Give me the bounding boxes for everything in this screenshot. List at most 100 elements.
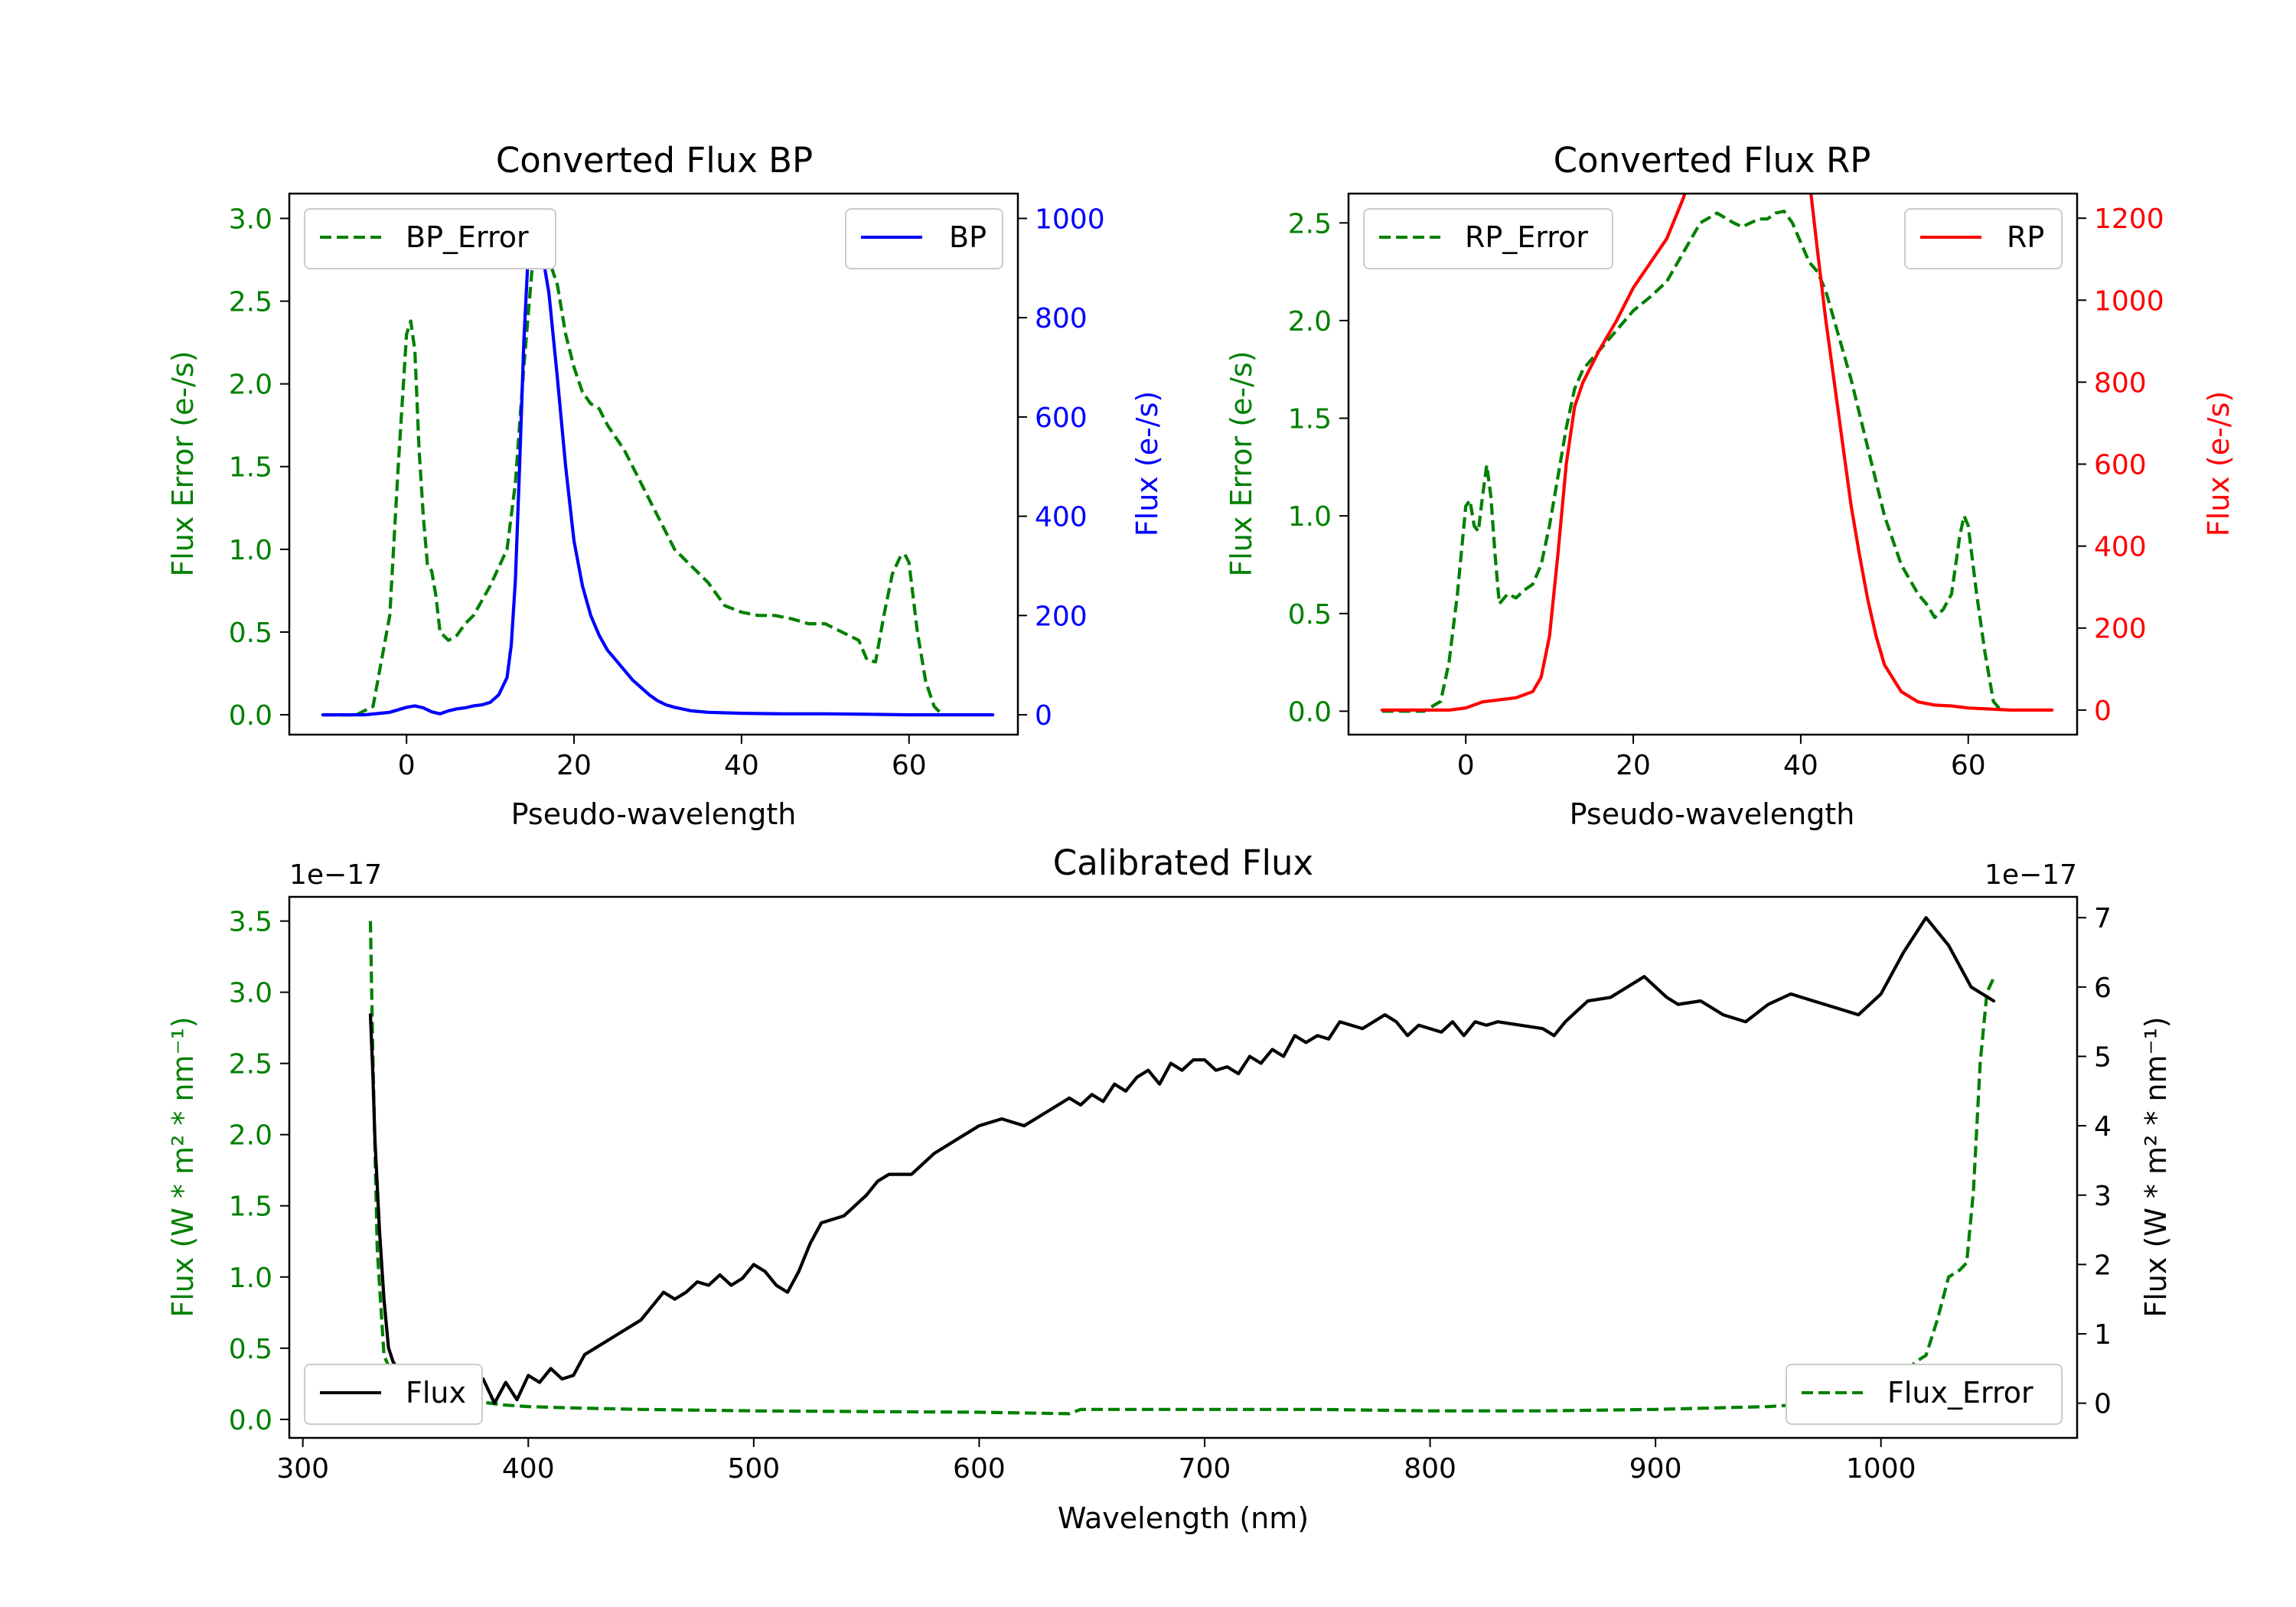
rp-x-axis-label: Pseudo-wavelength [1570, 797, 1855, 831]
rp-series-layer [1380, 194, 2054, 713]
bp-left-axis-label: Flux Error (e-/s) [166, 350, 200, 576]
bp-legend-flux-label: BP [949, 220, 987, 254]
cal-left-tick-label: 0.5 [229, 1334, 272, 1365]
rp-right-tick-label: 400 [2094, 532, 2147, 563]
rp-x-tick-label: 0 [1457, 750, 1475, 781]
cal-x-tick-label: 900 [1629, 1453, 1682, 1485]
cal-series-flux-line [368, 916, 1996, 1405]
rp-left-axis-label: Flux Error (e-/s) [1225, 350, 1258, 576]
bp-right-axis-label: Flux (e-/s) [1130, 391, 1164, 536]
rp-legend-error: RP_Error [1363, 208, 1613, 269]
panel-rp: Converted Flux RP 0 20 40 60 0.0 0.5 1.0 1.5 2.0… [1225, 140, 2236, 831]
rp-left-tick-label: 0.0 [1288, 696, 1332, 728]
bp-legend-flux: BP [845, 208, 1003, 269]
bp-x-axis-label: Pseudo-wavelength [511, 797, 797, 831]
rp-right-tick-label: 200 [2094, 614, 2147, 645]
cal-left-tick-label: 2.5 [229, 1049, 272, 1081]
cal-series-flux-error-line [368, 921, 1995, 1416]
bp-right-tick-label: 800 [1035, 303, 1088, 334]
rp-left-tick-label: 1.5 [1288, 404, 1332, 435]
bp-series-layer [321, 214, 995, 717]
bp-x-tick-label: 20 [556, 750, 592, 781]
rp-right-axis-label: Flux (e-/s) [2202, 391, 2236, 536]
rp-left-tick-label: 2.0 [1288, 306, 1332, 337]
rp-left-tick-label: 0.5 [1288, 599, 1332, 631]
cal-right-tick-label: 2 [2094, 1250, 2112, 1281]
cal-left-tick-label: 0.0 [229, 1405, 272, 1436]
cal-left-tick-label: 3.0 [229, 978, 272, 1009]
bp-left-tick-label: 0.0 [229, 700, 272, 732]
cal-x-axis-label: Wavelength (nm) [1058, 1501, 1309, 1535]
cal-right-tick-label: 7 [2094, 903, 2112, 934]
bp-legend-error: BP_Error [304, 208, 556, 269]
cal-x-tick-label: 600 [953, 1453, 1006, 1485]
rp-right-tick-label: 1200 [2094, 204, 2164, 235]
rp-series-rp-line [1380, 194, 2054, 712]
cal-legend-error-box [1786, 1364, 2063, 1425]
bp-x-tick-label: 60 [892, 750, 927, 781]
cal-left-axis-label: Flux (W * m² * nm⁻¹) [166, 1016, 200, 1317]
bp-series-bp-line [321, 214, 995, 717]
bp-title: Converted Flux BP [496, 140, 813, 181]
bp-legend-error-label: BP_Error [406, 220, 529, 254]
rp-x-tick-label: 20 [1616, 750, 1651, 781]
rp-title: Converted Flux RP [1554, 140, 1871, 181]
rp-legend-error-label: RP_Error [1465, 220, 1588, 254]
bp-left-tick-label: 1.5 [229, 452, 272, 484]
rp-legend-flux-box [1904, 208, 2063, 269]
cal-left-offset-label: 1e−17 [289, 859, 382, 891]
cal-legend-error: Flux_Error [1786, 1364, 2063, 1425]
cal-left-tick-label: 3.5 [229, 907, 272, 938]
cal-x-tick-label: 300 [276, 1453, 329, 1485]
bp-right-tick-label: 200 [1035, 601, 1088, 632]
cal-right-tick-label: 0 [2094, 1389, 2112, 1420]
cal-legend-flux-box [304, 1364, 483, 1425]
rp-ticks-layer: 0 20 40 60 0.0 0.5 1.0 1.5 2.0 2.5 0 200 400 600 800 10… [1288, 204, 2164, 781]
rp-left-tick-label: 2.5 [1288, 208, 1332, 240]
bp-ticks-layer: 0 20 40 60 0.0 0.5 1.0 1.5 2.0 2.5 3.0 0 200 400 600 80… [229, 204, 1105, 781]
bp-left-tick-label: 2.5 [229, 287, 272, 318]
cal-x-tick-label: 1000 [1846, 1453, 1916, 1485]
cal-x-tick-label: 500 [727, 1453, 780, 1485]
cal-right-tick-label: 3 [2094, 1181, 2112, 1212]
rp-series-rp-error-line [1381, 209, 2004, 713]
rp-right-tick-label: 800 [2094, 367, 2147, 399]
cal-right-tick-label: 6 [2094, 973, 2112, 1004]
rp-x-tick-label: 40 [1783, 750, 1818, 781]
bp-right-tick-label: 0 [1035, 700, 1052, 732]
bp-left-tick-label: 2.0 [229, 370, 272, 401]
panel-bp: Converted Flux BP 0 20 40 60 0.0 0.5 1.0 1.5 2.0… [166, 140, 1164, 831]
rp-right-tick-label: 600 [2094, 450, 2147, 481]
bp-plot-frame [288, 192, 1019, 736]
cal-plot-frame [288, 895, 2079, 1439]
cal-x-tick-label: 700 [1179, 1453, 1231, 1485]
cal-legend-flux: Flux [304, 1364, 483, 1425]
cal-right-tick-label: 5 [2094, 1041, 2112, 1073]
bp-right-tick-label: 400 [1035, 502, 1088, 533]
bp-x-tick-label: 40 [724, 750, 759, 781]
bp-left-tick-label: 0.5 [229, 618, 272, 649]
rp-x-tick-label: 60 [1951, 750, 1986, 781]
cal-left-tick-label: 1.5 [229, 1191, 272, 1223]
cal-x-tick-label: 800 [1404, 1453, 1456, 1485]
cal-title: Calibrated Flux [1053, 843, 1313, 883]
rp-legend-flux-label: RP [2007, 220, 2044, 254]
rp-left-tick-label: 1.0 [1288, 501, 1332, 533]
bp-right-tick-label: 1000 [1035, 204, 1105, 235]
bp-right-tick-label: 600 [1035, 403, 1088, 434]
cal-legend-flux-label: Flux [406, 1376, 466, 1410]
rp-legend-error-box [1363, 208, 1613, 269]
rp-right-tick-label: 1000 [2094, 285, 2164, 317]
panel-cal: Calibrated Flux 1e−17 1e−17 300 400 500 600… [166, 843, 2173, 1535]
cal-right-tick-label: 4 [2094, 1111, 2112, 1143]
cal-left-tick-label: 2.0 [229, 1120, 272, 1152]
rp-legend-flux: RP [1904, 208, 2063, 269]
cal-x-tick-label: 400 [502, 1453, 555, 1485]
cal-right-offset-label: 1e−17 [1985, 859, 2077, 891]
cal-ticks-layer: 300 400 500 600 700 800 900 1000 0.0 0.5 1.0 1.5 2.0… [229, 903, 2112, 1485]
cal-series-layer [368, 916, 1996, 1416]
bp-x-tick-label: 0 [398, 750, 416, 781]
bp-left-tick-label: 3.0 [229, 204, 272, 235]
bp-legend-flux-box [845, 208, 1003, 269]
